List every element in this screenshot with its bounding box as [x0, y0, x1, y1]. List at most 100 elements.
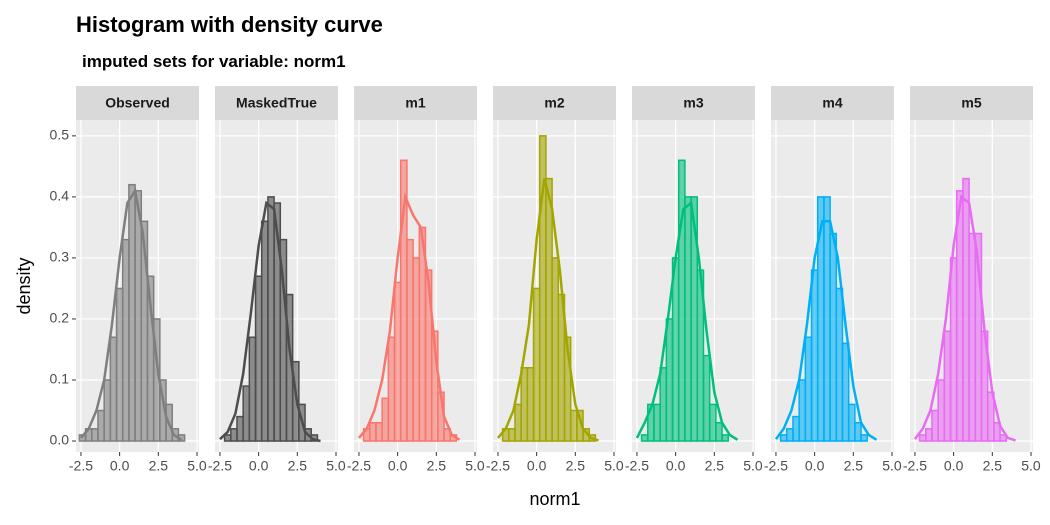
- histogram-bar: [526, 367, 535, 442]
- x-tick-label: 2.5: [844, 458, 864, 474]
- x-tick-label: -2.5: [764, 458, 788, 474]
- histogram-bar: [986, 391, 995, 442]
- histogram-bar: [248, 336, 257, 442]
- histogram-bar: [829, 232, 838, 442]
- histogram-bar: [835, 287, 844, 442]
- x-tick-label: -2.5: [347, 458, 371, 474]
- histogram-bar: [242, 385, 251, 442]
- x-tick-label: 5.0: [326, 458, 346, 474]
- x-tick-label: 5.0: [604, 458, 624, 474]
- strip: [215, 86, 338, 120]
- facet-label: m4: [822, 95, 842, 111]
- density-curve: [79, 187, 183, 441]
- histogram-bar: [993, 421, 1001, 442]
- histogram-bar: [520, 367, 529, 442]
- histogram-bar: [91, 428, 99, 442]
- x-tick-label: 0.0: [944, 458, 964, 474]
- x-tick-label: 5.0: [743, 458, 763, 474]
- x-tick-label: -2.5: [625, 458, 649, 474]
- histogram-bar: [254, 275, 263, 442]
- histogram-bar: [779, 434, 788, 442]
- x-tick-label: 2.5: [288, 458, 308, 474]
- histogram-bar: [393, 281, 402, 442]
- histogram-bar: [860, 434, 868, 442]
- histogram-bar: [798, 379, 807, 442]
- histogram-bar: [267, 196, 275, 442]
- histogram-bar: [823, 196, 831, 442]
- histogram-bar: [223, 434, 232, 442]
- x-tick-label: 5.0: [465, 458, 485, 474]
- histogram-bar: [97, 409, 105, 442]
- histogram-bar: [854, 421, 862, 442]
- facet-label: m1: [405, 95, 425, 111]
- histogram-bar: [847, 403, 856, 442]
- histogram-bar: [804, 336, 813, 442]
- histogram-bar: [968, 232, 977, 442]
- histogram-bar: [810, 269, 819, 442]
- x-tick-label: 2.5: [566, 458, 586, 474]
- x-tick-label: -2.5: [486, 458, 510, 474]
- histogram-bar: [381, 397, 390, 442]
- chart-subtitle: imputed sets for variable: norm1: [82, 52, 346, 71]
- x-tick-label: 5.0: [882, 458, 902, 474]
- histogram-bar: [109, 336, 118, 442]
- density-curve: [496, 178, 599, 442]
- histogram-bar: [665, 318, 674, 442]
- histogram-bar: [551, 257, 560, 442]
- histogram-bar: [684, 196, 692, 442]
- histogram-bar: [792, 415, 800, 442]
- histogram-bar: [387, 336, 396, 442]
- histogram-bar: [569, 409, 578, 442]
- histogram-bar: [514, 403, 522, 442]
- histogram-bar: [508, 428, 516, 442]
- histogram-bar: [949, 257, 958, 442]
- histogram-bar: [121, 238, 130, 442]
- y-tick-label: 0.2: [50, 310, 70, 326]
- histogram-bar: [545, 177, 553, 442]
- histogram-bar: [671, 257, 680, 442]
- histogram-bar: [786, 428, 794, 442]
- density-curve: [774, 220, 878, 441]
- y-tick-label: 0.0: [50, 432, 70, 448]
- chart-title: Histogram with density curve: [76, 12, 383, 37]
- x-tick-label: -2.5: [208, 458, 232, 474]
- histogram-bar: [260, 220, 269, 442]
- histogram-bar: [230, 428, 238, 442]
- strip: [354, 86, 477, 120]
- x-tick-label: 2.5: [427, 458, 447, 474]
- y-tick-label: 0.1: [50, 371, 70, 387]
- histogram-bar: [659, 367, 668, 442]
- facet-label: m5: [961, 95, 981, 111]
- facet-label: m3: [683, 95, 703, 111]
- histogram-bar: [702, 354, 711, 442]
- facet-label: Observed: [105, 95, 170, 111]
- facet-label: MaskedTrue: [236, 95, 317, 111]
- density-curve: [635, 200, 739, 441]
- histogram-bar: [406, 238, 414, 442]
- histogram-bar: [653, 403, 661, 442]
- histogram-bar: [721, 434, 729, 442]
- histogram-bar: [640, 434, 649, 442]
- histogram-bar: [943, 330, 952, 442]
- histogram-bar: [677, 159, 686, 442]
- histogram-bar: [103, 379, 112, 442]
- x-axis-title: norm1: [529, 489, 580, 509]
- density-curve: [357, 192, 461, 441]
- histogram-bar: [918, 434, 927, 442]
- histogram-bar: [931, 409, 939, 442]
- density-curve: [219, 200, 321, 443]
- x-tick-label: 5.0: [1021, 458, 1041, 474]
- histogram-bar: [412, 257, 421, 442]
- histogram-bar: [925, 428, 933, 442]
- histogram-bar: [369, 421, 377, 442]
- y-tick-label: 0.3: [50, 249, 70, 265]
- histogram-bar: [715, 421, 723, 442]
- strip: [632, 86, 755, 120]
- x-tick-label: 0.0: [249, 458, 269, 474]
- histogram-bar: [134, 190, 143, 442]
- histogram-bar: [999, 434, 1007, 442]
- histogram-bar: [532, 287, 541, 442]
- x-tick-label: 0.0: [110, 458, 130, 474]
- density-curve: [913, 194, 1016, 442]
